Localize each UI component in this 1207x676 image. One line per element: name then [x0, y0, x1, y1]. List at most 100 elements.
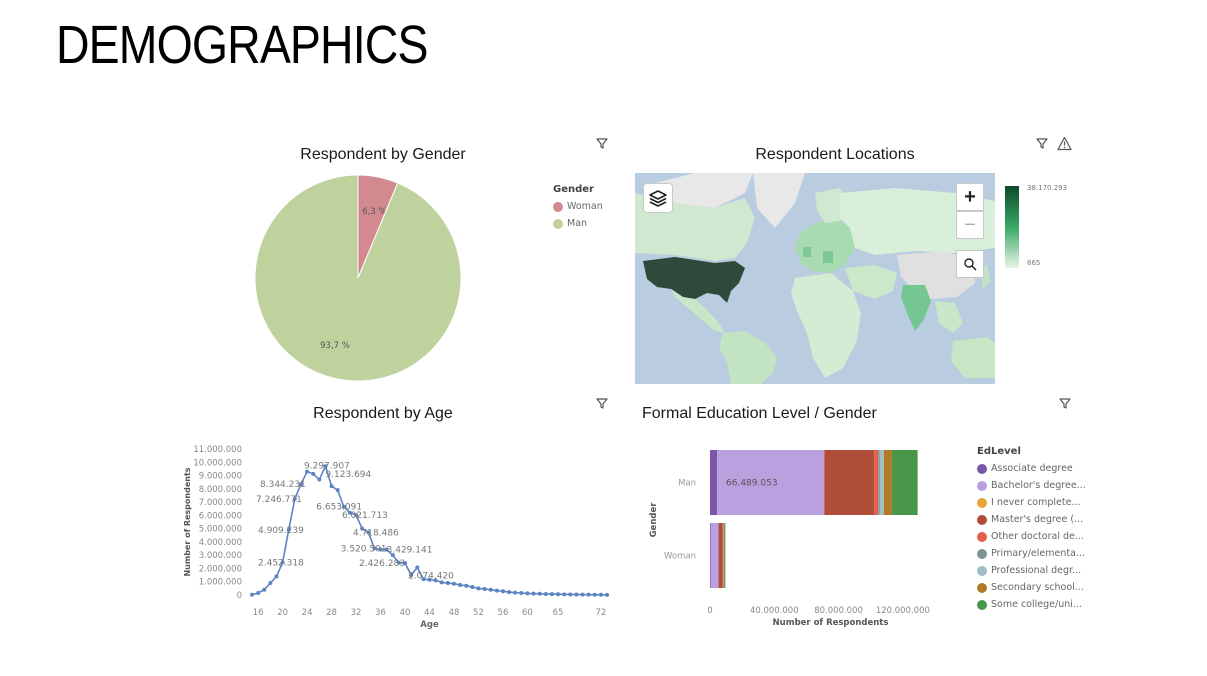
age-data-point[interactable] — [298, 482, 303, 487]
x-tick-label: 80.000.000 — [814, 606, 863, 616]
age-data-point[interactable] — [335, 488, 340, 493]
age-data-point[interactable] — [384, 547, 389, 552]
legend-item[interactable]: Some college/uni... — [977, 596, 1086, 613]
bar-segment[interactable] — [722, 523, 724, 588]
age-data-point[interactable] — [341, 504, 346, 509]
age-data-point[interactable] — [451, 581, 456, 586]
age-data-point[interactable] — [470, 585, 475, 590]
bar-segment[interactable] — [723, 523, 725, 588]
legend-item[interactable]: Bachelor's degree... — [977, 477, 1086, 494]
map-region-india[interactable] — [901, 285, 931, 331]
age-data-point[interactable] — [464, 583, 469, 588]
age-data-point[interactable] — [574, 592, 579, 597]
age-data-point[interactable] — [482, 587, 487, 592]
legend-item[interactable]: Professional degr... — [977, 562, 1086, 579]
legend-item[interactable]: Secondary school... — [977, 579, 1086, 596]
world-map[interactable] — [635, 173, 995, 384]
age-data-point[interactable] — [292, 496, 297, 501]
bar-segment[interactable] — [724, 523, 726, 588]
age-data-point[interactable] — [513, 590, 518, 595]
age-data-point[interactable] — [476, 586, 481, 591]
legend-item-man[interactable]: Man — [553, 215, 603, 232]
bar-segment[interactable] — [879, 450, 884, 515]
age-data-point[interactable] — [366, 530, 371, 535]
age-data-point[interactable] — [519, 591, 524, 596]
warning-icon[interactable] — [1057, 136, 1072, 151]
age-data-point[interactable] — [537, 591, 542, 596]
filter-icon[interactable] — [595, 137, 609, 151]
age-data-point[interactable] — [598, 592, 603, 597]
age-data-point[interactable] — [458, 583, 463, 588]
zoom-in-button[interactable]: + — [956, 183, 984, 211]
age-data-point[interactable] — [605, 592, 609, 597]
age-data-point[interactable] — [586, 592, 591, 597]
age-data-point[interactable] — [445, 581, 450, 586]
age-data-point[interactable] — [280, 560, 285, 565]
age-data-point[interactable] — [305, 469, 310, 474]
age-data-point[interactable] — [409, 573, 414, 578]
legend-item[interactable]: Associate degree — [977, 460, 1086, 477]
age-data-point[interactable] — [556, 592, 561, 597]
age-data-point[interactable] — [256, 591, 261, 596]
bar-segment[interactable] — [723, 523, 724, 588]
age-data-point[interactable] — [568, 592, 573, 597]
age-data-point[interactable] — [311, 471, 316, 476]
age-data-point[interactable] — [531, 591, 536, 596]
legend-item-woman[interactable]: Woman — [553, 198, 603, 215]
bar-segment[interactable] — [824, 450, 875, 515]
age-data-point[interactable] — [360, 526, 365, 531]
age-data-point[interactable] — [525, 591, 530, 596]
age-data-point[interactable] — [329, 484, 334, 489]
age-data-point[interactable] — [378, 547, 383, 552]
age-data-point[interactable] — [317, 477, 322, 482]
age-data-point[interactable] — [500, 589, 505, 594]
legend-item[interactable]: Other doctoral de... — [977, 528, 1086, 545]
bar-segment[interactable] — [710, 523, 719, 588]
map-region-usa[interactable] — [643, 257, 745, 303]
bar-segment[interactable] — [824, 450, 825, 515]
legend-item[interactable]: I never complete... — [977, 494, 1086, 511]
filter-icon[interactable] — [595, 397, 609, 411]
legend-item[interactable]: Master's degree (... — [977, 511, 1086, 528]
age-data-point[interactable] — [354, 513, 359, 518]
age-data-point[interactable] — [421, 577, 426, 582]
age-data-point[interactable] — [580, 592, 585, 597]
bar-segment[interactable] — [718, 523, 723, 588]
age-data-point[interactable] — [390, 553, 395, 558]
age-data-point[interactable] — [494, 588, 499, 593]
filter-icon[interactable] — [1058, 397, 1072, 411]
age-data-point[interactable] — [403, 561, 408, 566]
pie-slice-man[interactable] — [254, 174, 462, 382]
age-data-point[interactable] — [543, 591, 548, 596]
map-layers-button[interactable] — [643, 183, 673, 213]
filter-icon[interactable] — [1035, 137, 1049, 151]
age-data-point[interactable] — [274, 574, 279, 579]
bar-segment[interactable] — [883, 450, 892, 515]
bar-segment[interactable] — [891, 450, 918, 515]
age-data-point[interactable] — [250, 592, 254, 597]
bar-segment[interactable] — [717, 450, 825, 515]
bar-segment[interactable] — [874, 450, 879, 515]
map-search-button[interactable] — [956, 250, 984, 278]
age-data-point[interactable] — [323, 464, 328, 469]
age-data-point[interactable] — [592, 592, 597, 597]
bar-segment[interactable] — [710, 450, 718, 515]
bar-segment[interactable] — [878, 450, 880, 515]
age-data-point[interactable] — [439, 580, 444, 585]
age-data-point[interactable] — [372, 546, 377, 551]
age-data-point[interactable] — [549, 592, 554, 597]
age-data-point[interactable] — [286, 527, 291, 532]
age-data-point[interactable] — [415, 565, 420, 570]
age-data-point[interactable] — [433, 578, 438, 583]
age-data-point[interactable] — [507, 590, 512, 595]
age-data-point[interactable] — [562, 592, 567, 597]
age-data-point[interactable] — [262, 587, 267, 592]
age-data-point[interactable] — [488, 587, 493, 592]
age-data-point[interactable] — [347, 510, 352, 515]
age-data-point[interactable] — [427, 577, 432, 582]
zoom-out-button[interactable]: − — [956, 211, 984, 239]
bar-segment[interactable] — [710, 523, 711, 588]
legend-item[interactable]: Primary/elementa... — [977, 545, 1086, 562]
age-data-point[interactable] — [396, 560, 401, 565]
age-data-point[interactable] — [268, 581, 273, 586]
